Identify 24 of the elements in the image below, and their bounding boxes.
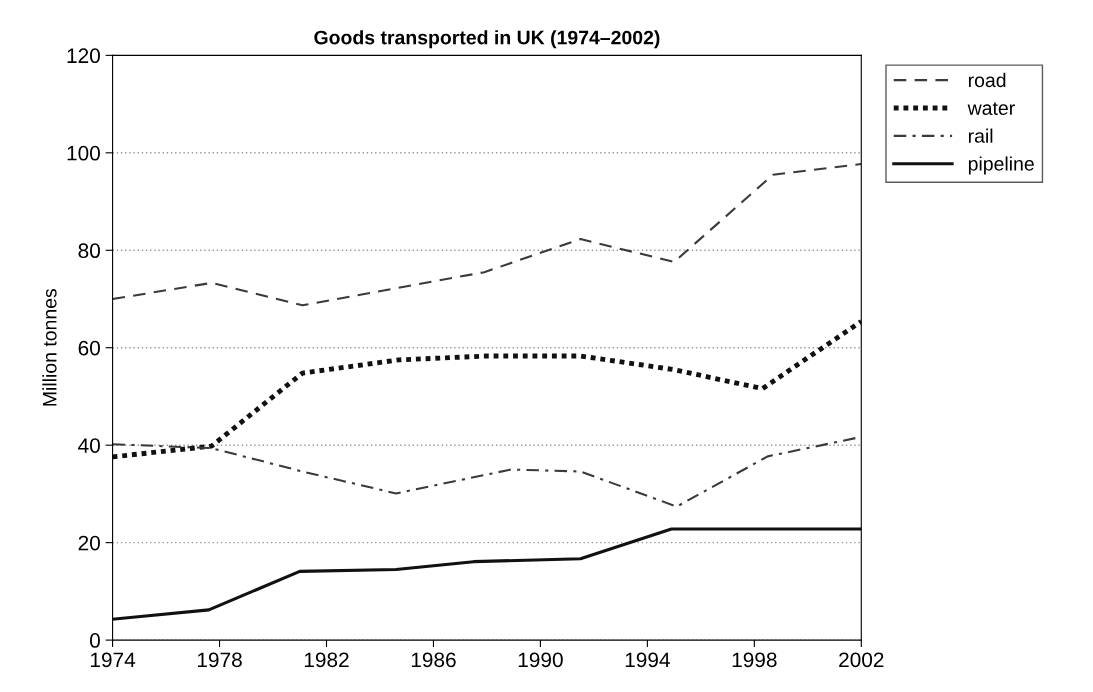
x-tick-label: 1974: [91, 652, 136, 668]
y-axis-title: Million tonnes: [42, 288, 57, 406]
x-tick-label: 1986: [411, 652, 456, 668]
y-tick-label: 40: [78, 438, 100, 453]
legend-label: rail: [968, 128, 993, 143]
x-tick-label: 1994: [625, 652, 670, 668]
x-tick-label: 1998: [732, 652, 777, 668]
line-series: [112, 318, 862, 460]
x-tick-label: 2002: [839, 652, 884, 668]
legend-label: road: [968, 72, 1006, 88]
line-series: [112, 162, 862, 307]
y-tick-label: 100: [67, 145, 100, 161]
chart-title: Goods transported in UK (1974–2002): [314, 30, 660, 49]
y-tick-label: 0: [90, 633, 100, 648]
legend-label: water: [967, 102, 1015, 115]
y-tick-label: 120: [67, 48, 100, 64]
x-tick-label: 1982: [304, 652, 349, 668]
y-tick-label: 80: [78, 243, 100, 259]
x-tick-label: 1990: [518, 652, 563, 668]
y-tick-label: 20: [78, 535, 100, 551]
line-series: [112, 527, 862, 621]
x-tick-label: 1978: [197, 652, 242, 668]
legend-label: pipeline: [968, 156, 1034, 175]
y-tick-label: 60: [78, 340, 100, 356]
